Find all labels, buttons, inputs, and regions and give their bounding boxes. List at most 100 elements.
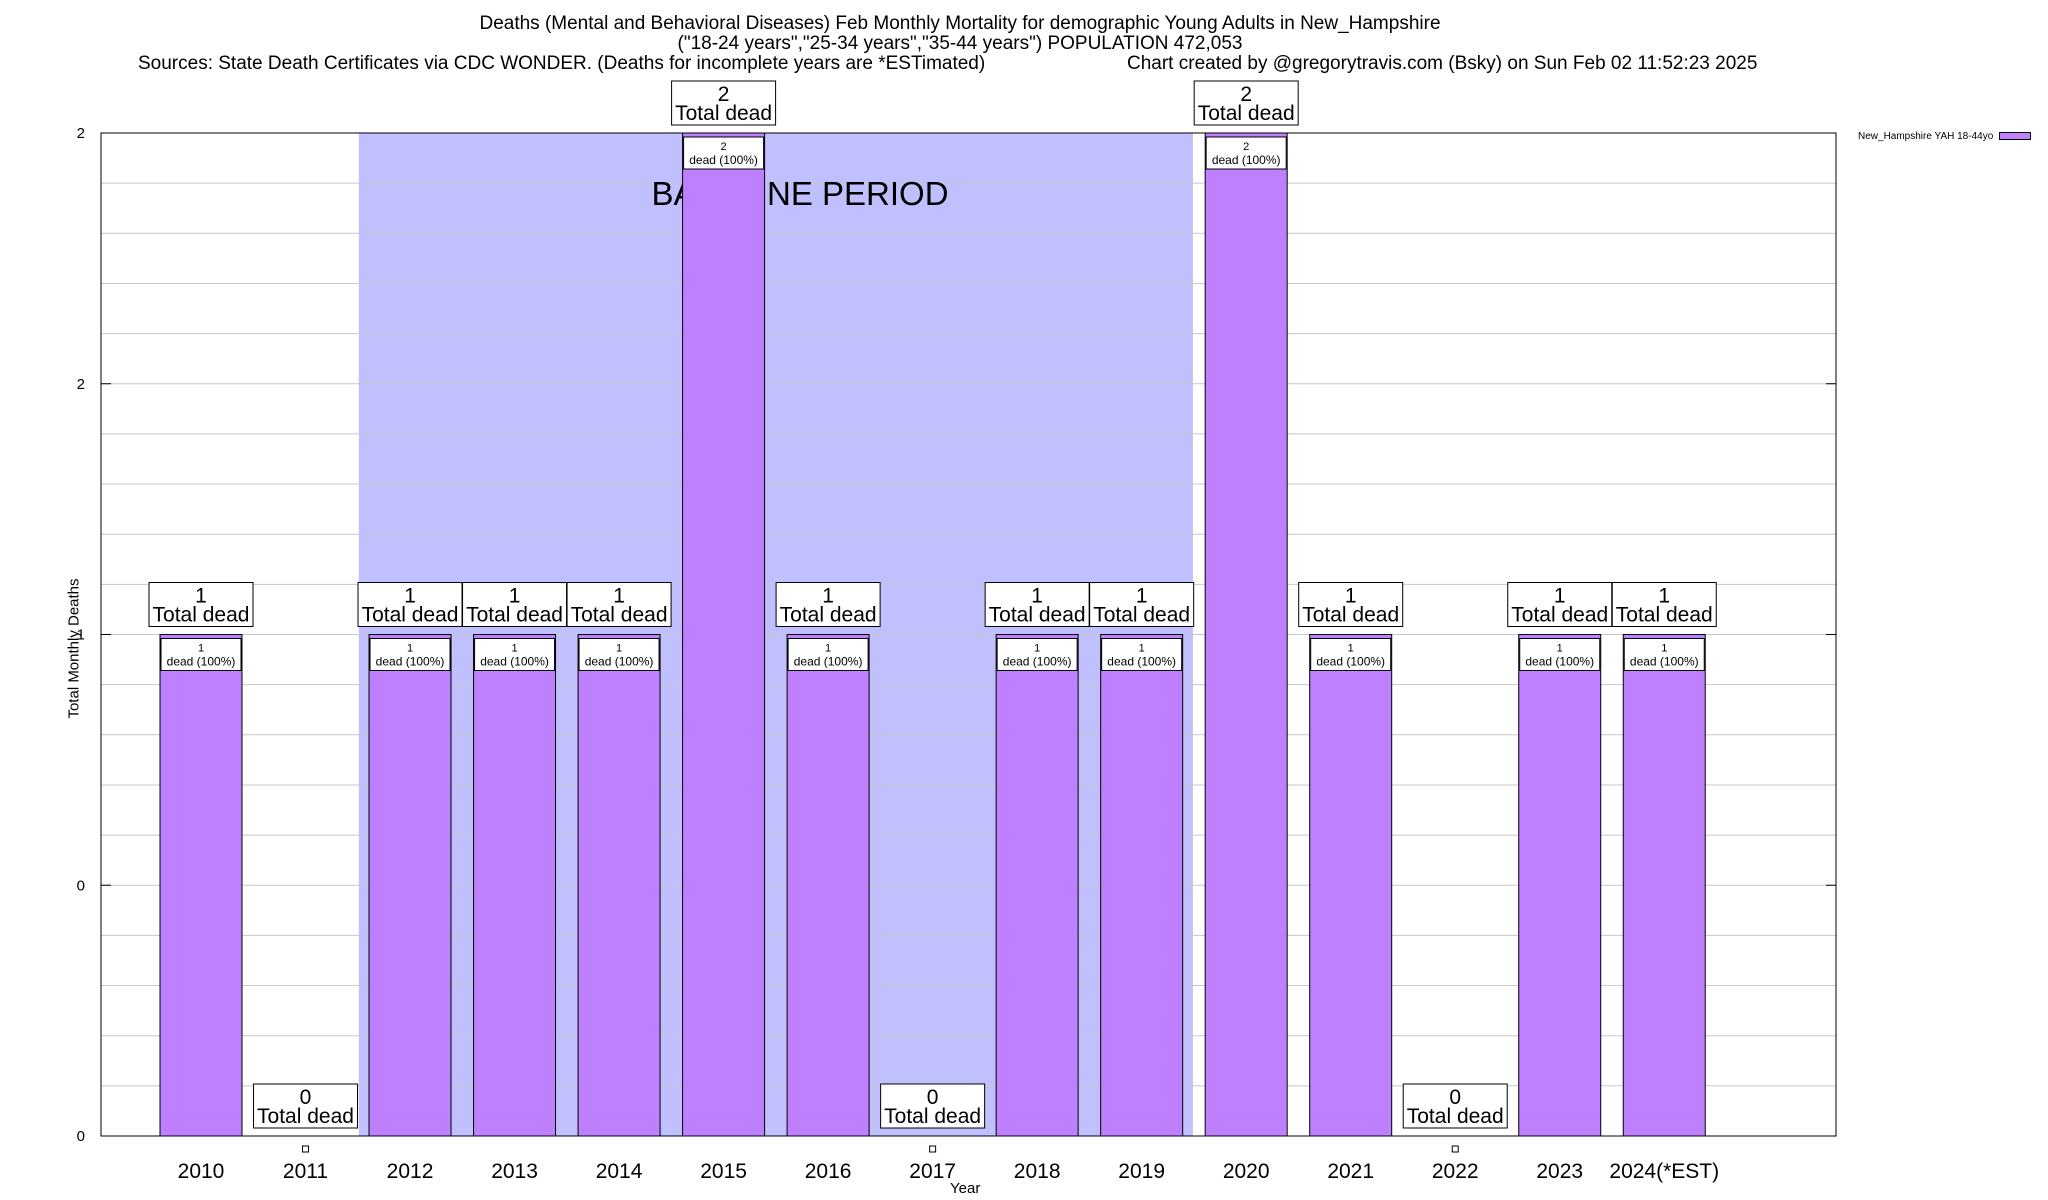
segment-label-box: [369, 638, 451, 671]
segment-label-box: [160, 638, 242, 671]
total-value-label: 0: [300, 1086, 312, 1109]
chart-title: Deaths (Mental and Behavioral Diseases) …: [479, 13, 1441, 34]
segment-label-box: [683, 136, 765, 170]
x-tick-label: 2017: [909, 1160, 956, 1183]
segment-value-label: 1: [511, 643, 517, 655]
total-label-box: [253, 1083, 359, 1129]
bar: [1622, 634, 1706, 1137]
total-text-label: Total dead: [1407, 1105, 1504, 1128]
total-value-label: 1: [613, 585, 625, 608]
total-text-label: Total dead: [257, 1105, 354, 1128]
total-text-label: Total dead: [1093, 604, 1190, 627]
segment-value-label: 1: [825, 643, 831, 655]
segment-value-label: 2: [721, 141, 727, 153]
total-text-label: Total dead: [675, 102, 772, 125]
y-tick-label: 2: [77, 125, 85, 142]
total-label-box: [1089, 582, 1195, 627]
bar: [1100, 634, 1184, 1137]
bar: [995, 634, 1079, 1137]
bar: [1518, 634, 1602, 1137]
total-text-label: Total dead: [989, 604, 1086, 627]
legend-swatch: [1999, 132, 2032, 141]
y-axis-title: Total Monthly Deaths: [65, 578, 83, 719]
total-value-label: 1: [195, 585, 207, 608]
total-label-box: [1298, 582, 1404, 627]
total-label-box: [357, 582, 463, 627]
segment-value-label: 1: [1348, 643, 1354, 655]
total-label-box: [1611, 582, 1717, 627]
plot-frame: [100, 132, 1837, 1137]
total-value-label: 1: [822, 585, 834, 608]
x-tick-label: 2015: [700, 1160, 747, 1183]
segment-label-box: [578, 638, 660, 671]
bar: [1309, 634, 1393, 1137]
total-label-box: [1507, 582, 1613, 627]
legend-label: New_Hampshire YAH 18-44yo: [1858, 131, 1994, 142]
total-label-box: [1193, 80, 1299, 126]
segment-percent-label: dead (100%): [1107, 655, 1176, 669]
total-text-label: Total dead: [153, 604, 250, 627]
segment-percent-label: dead (100%): [794, 655, 863, 669]
total-label-box: [880, 1083, 986, 1129]
credit-text: Chart created by @gregorytravis.com (Bsk…: [1127, 53, 1758, 74]
segment-value-label: 1: [1661, 643, 1667, 655]
x-tick-label: 2021: [1327, 1160, 1374, 1183]
total-label-box: [671, 80, 777, 126]
total-text-label: Total dead: [1198, 102, 1295, 125]
total-value-label: 1: [1345, 585, 1357, 608]
total-text-label: Total dead: [571, 604, 668, 627]
bar: [368, 634, 452, 1137]
segment-percent-label: dead (100%): [167, 655, 236, 669]
segment-percent-label: dead (100%): [376, 655, 445, 669]
x-tick-label: 2022: [1432, 1160, 1479, 1183]
total-text-label: Total dead: [884, 1105, 981, 1128]
x-tick-label: 2016: [805, 1160, 852, 1183]
legend: New_Hampshire YAH 18-44yo: [1858, 131, 2032, 142]
segment-percent-label: dead (100%): [585, 655, 654, 669]
x-tick-label: 2024(*EST): [1609, 1160, 1719, 1183]
segment-label-box: [1519, 638, 1601, 671]
y-tick-label: 2: [77, 376, 85, 393]
total-label-box: [462, 582, 568, 627]
segment-percent-label: dead (100%): [689, 153, 758, 167]
segment-percent-label: dead (100%): [1525, 655, 1594, 669]
segment-value-label: 1: [1557, 643, 1563, 655]
total-text-label: Total dead: [1511, 604, 1608, 627]
segment-percent-label: dead (100%): [1003, 655, 1072, 669]
x-tick-label: 2013: [491, 1160, 538, 1183]
segment-label-box: [996, 638, 1078, 671]
segment-label-box: [1310, 638, 1392, 671]
y-tick-label: 0: [77, 877, 85, 894]
segment-percent-label: dead (100%): [1212, 153, 1281, 167]
segment-label-box: [1623, 638, 1705, 671]
segment-value-label: 2: [1243, 141, 1249, 153]
x-tick-label: 2011: [283, 1160, 328, 1183]
y-tick-label: 1: [77, 627, 85, 644]
segment-label-box: [1205, 136, 1287, 170]
total-text-label: Total dead: [1302, 604, 1399, 627]
zero-marker: [302, 1145, 310, 1153]
total-value-label: 0: [1449, 1086, 1461, 1109]
total-label-box: [566, 582, 672, 627]
bar: [682, 132, 766, 1137]
segment-value-label: 1: [616, 643, 622, 655]
x-tick-label: 2018: [1014, 1160, 1061, 1183]
total-value-label: 1: [509, 585, 521, 608]
segment-value-label: 1: [1139, 643, 1145, 655]
total-label-box: [1402, 1083, 1508, 1129]
segment-label-box: [1101, 638, 1183, 671]
total-value-label: 1: [1031, 585, 1043, 608]
total-label-box: [775, 582, 881, 627]
x-axis-title: Year: [950, 1180, 981, 1197]
segment-label-box: [787, 638, 869, 671]
x-tick-label: 2023: [1536, 1160, 1583, 1183]
segment-percent-label: dead (100%): [1316, 655, 1385, 669]
x-tick-label: 2020: [1223, 1160, 1270, 1183]
total-text-label: Total dead: [1616, 604, 1713, 627]
total-label-box: [984, 582, 1090, 627]
total-value-label: 2: [1240, 83, 1252, 106]
segment-value-label: 1: [198, 643, 204, 655]
bar: [577, 634, 661, 1137]
total-label-box: [148, 582, 254, 627]
